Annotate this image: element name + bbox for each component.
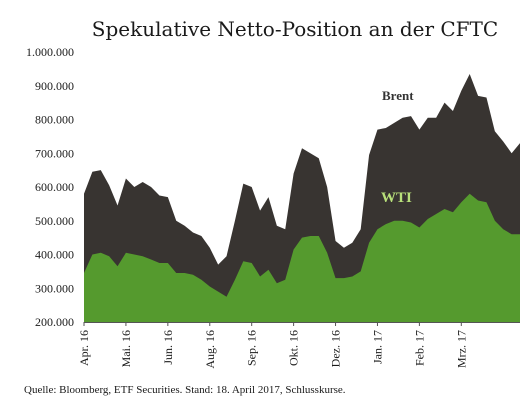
x-tick-label: Dez. 16 — [329, 330, 343, 367]
x-tick-label: Okt. 16 — [287, 330, 301, 366]
x-tick-label: Apr. 16 — [77, 330, 91, 366]
y-tick-label: 1.000.000 — [26, 45, 74, 59]
plot-area — [84, 73, 520, 322]
y-tick-label: 700.000 — [35, 146, 74, 160]
x-tick-label: Feb. 17 — [412, 330, 426, 366]
y-tick-label: 600.000 — [35, 180, 74, 194]
y-tick-label: 500.000 — [35, 214, 74, 228]
x-tick-label: Jan. 17 — [370, 330, 384, 364]
y-tick-label: 400.000 — [35, 248, 74, 262]
x-axis: Apr. 16 Mai. 16 Jun. 16 Aug. 16 Sep. 16 Okt. … — [77, 322, 520, 369]
x-tick-label: Sep. 16 — [245, 330, 259, 366]
brent-series-label: Brent — [382, 88, 414, 103]
wti-series-label: WTI — [381, 190, 412, 206]
y-axis-tick-labels: 200.000 300.000 400.000 500.000 600.000 700.0… — [26, 45, 74, 329]
y-tick-label: 300.000 — [35, 281, 74, 295]
chart-title: Spekulative Netto-Position an der CFTC — [92, 17, 498, 41]
area-wti — [84, 193, 520, 322]
x-tick-label: Mai. 16 — [119, 330, 133, 367]
y-tick-label: 800.000 — [35, 113, 74, 127]
x-tick-label: Aug. 16 — [203, 330, 217, 369]
y-tick-label: 900.000 — [35, 79, 74, 93]
x-tick-label: Jun. 16 — [161, 330, 175, 365]
x-tick-label: Mrz. 17 — [454, 330, 468, 368]
y-tick-label: 200.000 — [35, 315, 74, 329]
source-note: Quelle: Bloomberg, ETF Securities. Stand… — [24, 384, 346, 396]
